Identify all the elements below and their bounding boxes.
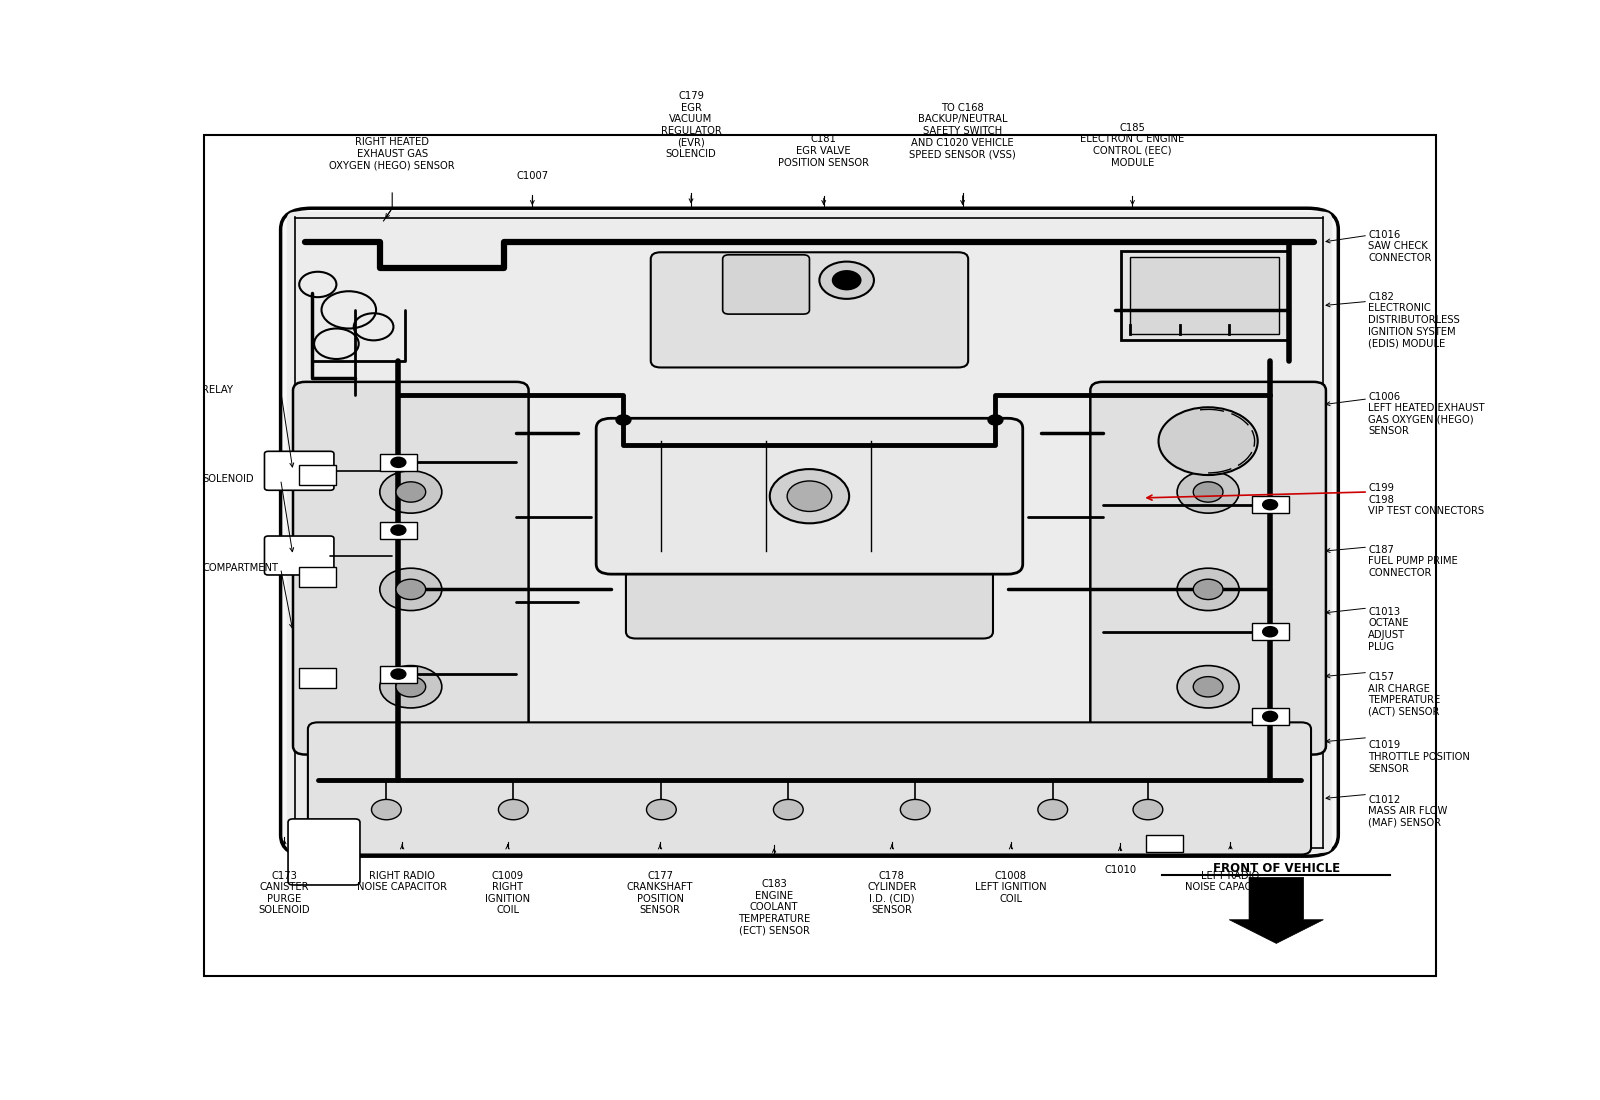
Text: C1013
OCTANE
ADJUST
PLUG: C1013 OCTANE ADJUST PLUG <box>1368 607 1408 651</box>
Circle shape <box>390 458 406 468</box>
FancyBboxPatch shape <box>264 451 334 491</box>
Text: C1019
THROTTLE POSITION
SENSOR: C1019 THROTTLE POSITION SENSOR <box>1368 740 1470 773</box>
Bar <box>299 668 336 689</box>
FancyBboxPatch shape <box>307 723 1310 855</box>
FancyBboxPatch shape <box>723 255 810 315</box>
Circle shape <box>989 415 1003 425</box>
Circle shape <box>1194 676 1222 697</box>
Circle shape <box>1262 712 1277 722</box>
Text: C1010: C1010 <box>1104 865 1136 874</box>
Text: C1009
RIGHT
IGNITION
COIL: C1009 RIGHT IGNITION COIL <box>485 870 530 915</box>
Circle shape <box>1178 569 1238 611</box>
Circle shape <box>390 669 406 679</box>
FancyBboxPatch shape <box>264 536 334 575</box>
Text: C181
EGR VALVE
POSITION SENSOR: C181 EGR VALVE POSITION SENSOR <box>778 134 869 167</box>
Circle shape <box>1194 580 1222 600</box>
Text: C179
EGR
VACUUM
REGULATOR
(EVR)
SOLENCID: C179 EGR VACUUM REGULATOR (EVR) SOLENCID <box>661 91 722 160</box>
FancyBboxPatch shape <box>626 549 994 638</box>
FancyBboxPatch shape <box>597 418 1022 574</box>
Text: C1006
LEFT HEATED EXHAUST
GAS OXYGEN (HEGO)
SENSOR: C1006 LEFT HEATED EXHAUST GAS OXYGEN (HE… <box>1368 392 1485 437</box>
Text: RIGHT RADIO
NOISE CAPACITOR: RIGHT RADIO NOISE CAPACITOR <box>357 870 446 892</box>
Text: SOLENOID: SOLENOID <box>203 474 254 484</box>
Circle shape <box>395 482 426 502</box>
FancyBboxPatch shape <box>288 818 360 886</box>
Text: COMPARTMENT: COMPARTMENT <box>203 563 278 573</box>
Circle shape <box>371 800 402 820</box>
Text: C182
ELECTRONIC
DISTRIBUTORLESS
IGNITION SYSTEM
(EDIS) MODULE: C182 ELECTRONIC DISTRIBUTORLESS IGNITION… <box>1368 292 1459 349</box>
Polygon shape <box>1229 878 1323 944</box>
Circle shape <box>1133 800 1163 820</box>
FancyBboxPatch shape <box>1090 382 1326 755</box>
Text: C183
ENGINE
COOLANT
TEMPERATURE
(ECT) SENSOR: C183 ENGINE COOLANT TEMPERATURE (ECT) SE… <box>738 879 810 935</box>
Circle shape <box>499 800 528 820</box>
FancyBboxPatch shape <box>651 252 968 367</box>
Bar <box>1146 835 1184 851</box>
Text: C1007: C1007 <box>517 172 549 182</box>
Circle shape <box>1178 471 1238 513</box>
Circle shape <box>395 676 426 697</box>
Text: C199
C198
VIP TEST CONNECTORS: C199 C198 VIP TEST CONNECTORS <box>1368 483 1485 516</box>
Circle shape <box>832 271 861 290</box>
Text: C187
FUEL PUMP PRIME
CONNECTOR: C187 FUEL PUMP PRIME CONNECTOR <box>1368 544 1458 578</box>
Text: RELAY: RELAY <box>203 385 234 395</box>
Bar <box>299 566 336 586</box>
Circle shape <box>395 580 426 600</box>
Bar <box>299 465 336 485</box>
Bar <box>1251 624 1288 640</box>
FancyBboxPatch shape <box>286 211 1333 852</box>
Circle shape <box>1178 666 1238 708</box>
Text: RIGHT HEATED
EXHAUST GAS
OXYGEN (HEGO) SENSOR: RIGHT HEATED EXHAUST GAS OXYGEN (HEGO) S… <box>330 136 454 170</box>
FancyBboxPatch shape <box>280 208 1338 856</box>
FancyBboxPatch shape <box>293 382 528 755</box>
Bar <box>1251 708 1288 725</box>
Text: LEFT RADIO
NOISE CAPACITOR: LEFT RADIO NOISE CAPACITOR <box>1186 870 1275 892</box>
Text: C185
ELECTRON C ENGINE
CONTROL (EEC)
MODULE: C185 ELECTRON C ENGINE CONTROL (EEC) MOD… <box>1080 123 1184 167</box>
Text: C1016
SAW CHECK
CONNECTOR: C1016 SAW CHECK CONNECTOR <box>1368 230 1432 263</box>
Circle shape <box>1262 627 1277 637</box>
Text: C173
CANISTER
PURGE
SOLENOID: C173 CANISTER PURGE SOLENOID <box>259 870 310 915</box>
Bar <box>379 521 418 539</box>
Text: C178
CYLINDER
I.D. (CID)
SENSOR: C178 CYLINDER I.D. (CID) SENSOR <box>867 870 917 915</box>
Circle shape <box>379 569 442 611</box>
Circle shape <box>379 471 442 513</box>
Text: C177
CRANKSHAFT
POSITION
SENSOR: C177 CRANKSHAFT POSITION SENSOR <box>627 870 693 915</box>
Circle shape <box>1158 407 1258 475</box>
Text: C1008
LEFT IGNITION
COIL: C1008 LEFT IGNITION COIL <box>974 870 1046 904</box>
Circle shape <box>901 800 930 820</box>
Circle shape <box>390 525 406 536</box>
Text: TO C168
BACKUP/NEUTRAL
SAFETY SWITCH
AND C1020 VEHICLE
SPEED SENSOR (VSS): TO C168 BACKUP/NEUTRAL SAFETY SWITCH AND… <box>909 102 1016 160</box>
Circle shape <box>616 415 630 425</box>
Circle shape <box>770 469 850 524</box>
Text: FRONT OF VEHICLE: FRONT OF VEHICLE <box>1213 861 1339 875</box>
Bar <box>379 454 418 471</box>
FancyBboxPatch shape <box>1130 257 1278 333</box>
Circle shape <box>1194 482 1222 502</box>
Circle shape <box>787 481 832 512</box>
Circle shape <box>1262 499 1277 509</box>
Bar <box>1251 496 1288 513</box>
Circle shape <box>379 666 442 708</box>
Circle shape <box>819 262 874 299</box>
Text: C157
AIR CHARGE
TEMPERATURE
(ACT) SENSOR: C157 AIR CHARGE TEMPERATURE (ACT) SENSOR <box>1368 672 1440 717</box>
Circle shape <box>1038 800 1067 820</box>
Circle shape <box>773 800 803 820</box>
Circle shape <box>646 800 677 820</box>
Bar <box>379 666 418 682</box>
FancyBboxPatch shape <box>1122 251 1288 340</box>
Text: C1012
MASS AIR FLOW
(MAF) SENSOR: C1012 MASS AIR FLOW (MAF) SENSOR <box>1368 794 1448 828</box>
